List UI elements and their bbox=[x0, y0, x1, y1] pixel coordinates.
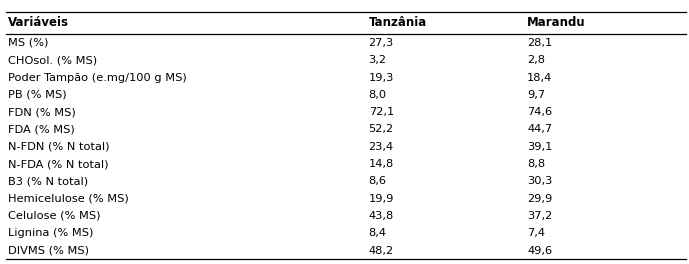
Text: PB (% MS): PB (% MS) bbox=[8, 90, 67, 100]
Text: 14,8: 14,8 bbox=[369, 159, 394, 169]
Text: 7,4: 7,4 bbox=[527, 228, 545, 238]
Text: 18,4: 18,4 bbox=[527, 73, 553, 83]
Text: 37,2: 37,2 bbox=[527, 211, 553, 221]
Text: 72,1: 72,1 bbox=[369, 107, 394, 117]
Text: B3 (% N total): B3 (% N total) bbox=[8, 176, 88, 186]
Text: N-FDN (% N total): N-FDN (% N total) bbox=[8, 142, 110, 152]
Text: Hemicelulose (% MS): Hemicelulose (% MS) bbox=[8, 194, 129, 204]
Text: 74,6: 74,6 bbox=[527, 107, 552, 117]
Text: Poder Tampão (e.mg/100 g MS): Poder Tampão (e.mg/100 g MS) bbox=[8, 73, 187, 83]
Text: Celulose (% MS): Celulose (% MS) bbox=[8, 211, 101, 221]
Text: 8,0: 8,0 bbox=[369, 90, 387, 100]
Text: 19,3: 19,3 bbox=[369, 73, 394, 83]
Text: 28,1: 28,1 bbox=[527, 38, 553, 48]
Text: 8,4: 8,4 bbox=[369, 228, 387, 238]
Text: 48,2: 48,2 bbox=[369, 246, 393, 256]
Text: 44,7: 44,7 bbox=[527, 125, 552, 134]
Text: CHOsol. (% MS): CHOsol. (% MS) bbox=[8, 55, 97, 65]
Text: N-FDA (% N total): N-FDA (% N total) bbox=[8, 159, 109, 169]
Text: 39,1: 39,1 bbox=[527, 142, 553, 152]
Text: 2,8: 2,8 bbox=[527, 55, 545, 65]
Text: MS (%): MS (%) bbox=[8, 38, 49, 48]
Text: 8,8: 8,8 bbox=[527, 159, 545, 169]
Text: FDA (% MS): FDA (% MS) bbox=[8, 125, 75, 134]
Text: Tanzânia: Tanzânia bbox=[369, 16, 427, 30]
Text: 29,9: 29,9 bbox=[527, 194, 553, 204]
Text: 43,8: 43,8 bbox=[369, 211, 394, 221]
Text: 9,7: 9,7 bbox=[527, 90, 545, 100]
Text: 49,6: 49,6 bbox=[527, 246, 552, 256]
Text: 23,4: 23,4 bbox=[369, 142, 393, 152]
Text: 27,3: 27,3 bbox=[369, 38, 394, 48]
Text: 19,9: 19,9 bbox=[369, 194, 394, 204]
Text: 52,2: 52,2 bbox=[369, 125, 393, 134]
Text: Lignina (% MS): Lignina (% MS) bbox=[8, 228, 94, 238]
Text: 8,6: 8,6 bbox=[369, 176, 387, 186]
Text: 30,3: 30,3 bbox=[527, 176, 553, 186]
Text: DIVMS (% MS): DIVMS (% MS) bbox=[8, 246, 90, 256]
Text: Variáveis: Variáveis bbox=[8, 16, 70, 30]
Text: 3,2: 3,2 bbox=[369, 55, 387, 65]
Text: Marandu: Marandu bbox=[527, 16, 586, 30]
Text: FDN (% MS): FDN (% MS) bbox=[8, 107, 76, 117]
